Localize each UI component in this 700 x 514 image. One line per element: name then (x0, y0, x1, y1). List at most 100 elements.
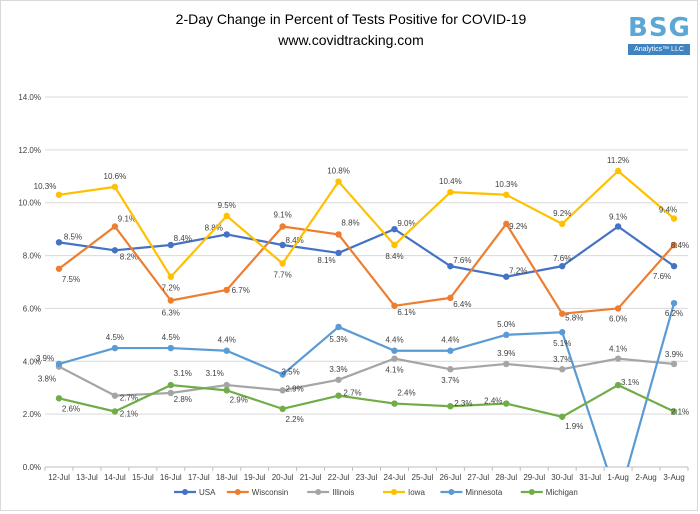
data-label-illinois: 3.1% (206, 369, 224, 378)
data-label-iowa: 9.5% (218, 201, 236, 210)
data-label-michigan: 2.7% (343, 389, 361, 398)
data-point-illinois (279, 387, 286, 394)
x-tick-label: 16-Jul (160, 473, 182, 482)
data-label-illinois: 2.9% (286, 384, 304, 393)
data-point-michigan (558, 413, 566, 420)
y-tick-label: 2.0% (23, 410, 41, 419)
data-point-iowa (279, 260, 286, 267)
data-label-iowa: 9.4% (659, 206, 677, 215)
data-point-usa (223, 231, 230, 238)
data-point-illinois (223, 381, 230, 389)
data-label-iowa: 7.2% (162, 284, 180, 293)
legend-marker-usa (182, 489, 188, 495)
data-label-illinois: 4.1% (609, 345, 627, 354)
legend-marker-michigan (528, 489, 535, 495)
data-point-michigan (223, 387, 230, 394)
data-point-michigan (614, 381, 622, 389)
data-point-minnesota (335, 323, 342, 331)
legend-label-michigan: Michigan (546, 488, 578, 497)
data-point-minnesota (558, 329, 566, 336)
data-label-michigan: 2.1% (671, 408, 689, 417)
y-tick-label: 6.0% (23, 304, 41, 313)
data-point-illinois (335, 376, 342, 383)
series-line-illinois (58, 357, 675, 397)
data-label-minnesota: 6.2% (665, 309, 683, 318)
x-tick-label: 23-Jul (356, 473, 378, 482)
x-tick-label: 3-Aug (663, 473, 684, 482)
data-point-wisconsin (335, 231, 342, 238)
data-label-wisconsin: 6.0% (609, 314, 627, 323)
x-tick-label: 12-Jul (48, 473, 70, 482)
data-label-illinois: 3.7% (553, 355, 571, 364)
data-point-minnesota (503, 331, 510, 339)
data-point-iowa (391, 241, 398, 249)
data-point-wisconsin (111, 223, 119, 230)
x-tick-label: 24-Jul (384, 473, 406, 482)
data-label-wisconsin: 9.1% (274, 211, 292, 220)
x-tick-label: 31-Jul (579, 473, 601, 482)
data-label-michigan: 2.4% (484, 397, 502, 406)
data-point-wisconsin (447, 294, 454, 302)
data-point-wisconsin (167, 297, 175, 304)
data-point-michigan (447, 403, 454, 410)
legend-marker-minnesota (448, 489, 455, 495)
data-point-usa (167, 241, 175, 249)
data-label-minnesota: 4.4% (385, 336, 403, 345)
data-point-minnesota (167, 344, 175, 352)
data-label-iowa: 11.2% (607, 156, 629, 165)
data-label-illinois: 3.3% (329, 365, 347, 374)
data-label-minnesota: 4.4% (218, 336, 236, 345)
data-point-minnesota (111, 344, 119, 352)
data-label-iowa: 9.2% (553, 209, 571, 218)
data-point-illinois (614, 355, 622, 362)
x-tick-label: 18-Jul (216, 473, 238, 482)
logo-subtitle: Analytics™ LLC (628, 44, 690, 55)
data-point-minnesota (223, 347, 230, 354)
data-point-iowa (55, 191, 63, 198)
data-point-wisconsin (670, 241, 678, 249)
x-tick-label: 25-Jul (412, 473, 434, 482)
data-label-minnesota: 4.5% (106, 333, 124, 342)
data-label-usa: 7.6% (453, 256, 471, 265)
data-label-illinois: 3.7% (441, 376, 459, 385)
data-point-wisconsin (223, 286, 230, 294)
x-tick-label: 19-Jul (244, 473, 266, 482)
data-label-illinois: 2.8% (174, 395, 192, 404)
series-line-usa (58, 225, 675, 278)
data-label-minnesota: 4.4% (441, 336, 459, 345)
data-point-illinois (670, 360, 678, 368)
data-label-illinois: 3.9% (497, 349, 515, 358)
data-label-iowa: 7.7% (274, 271, 292, 280)
data-label-minnesota: 5.3% (329, 335, 347, 344)
data-point-usa (335, 249, 342, 257)
chart-subtitle: www.covidtracking.com (278, 32, 424, 48)
data-point-iowa (335, 178, 342, 185)
data-point-usa (55, 239, 63, 246)
data-label-usa: 8.1% (317, 256, 335, 265)
data-point-wisconsin (279, 223, 286, 230)
data-point-iowa (503, 191, 510, 198)
x-tick-label: 17-Jul (188, 473, 210, 482)
data-label-iowa: 10.3% (495, 180, 518, 189)
legend-label-wisconsin: Wisconsin (252, 488, 288, 497)
data-point-wisconsin (558, 310, 566, 317)
data-point-michigan (670, 408, 678, 415)
data-point-michigan (279, 405, 286, 413)
data-label-michigan: 2.1% (120, 410, 138, 419)
data-point-michigan (55, 395, 63, 402)
data-point-usa (279, 241, 286, 249)
data-label-minnesota: 3.5% (282, 368, 300, 377)
data-point-minnesota (447, 347, 454, 354)
x-tick-label: 1-Aug (607, 473, 628, 482)
data-point-minnesota (55, 360, 63, 368)
data-point-michigan (503, 400, 510, 407)
data-label-wisconsin: 6.4% (453, 300, 471, 309)
data-point-michigan (111, 408, 119, 415)
data-point-illinois (503, 360, 510, 368)
data-point-iowa (111, 183, 119, 191)
data-label-usa: 8.5% (64, 232, 82, 241)
legend-marker-wisconsin (234, 489, 241, 495)
data-label-minnesota: 5.0% (497, 320, 515, 329)
x-tick-label: 20-Jul (272, 473, 294, 482)
